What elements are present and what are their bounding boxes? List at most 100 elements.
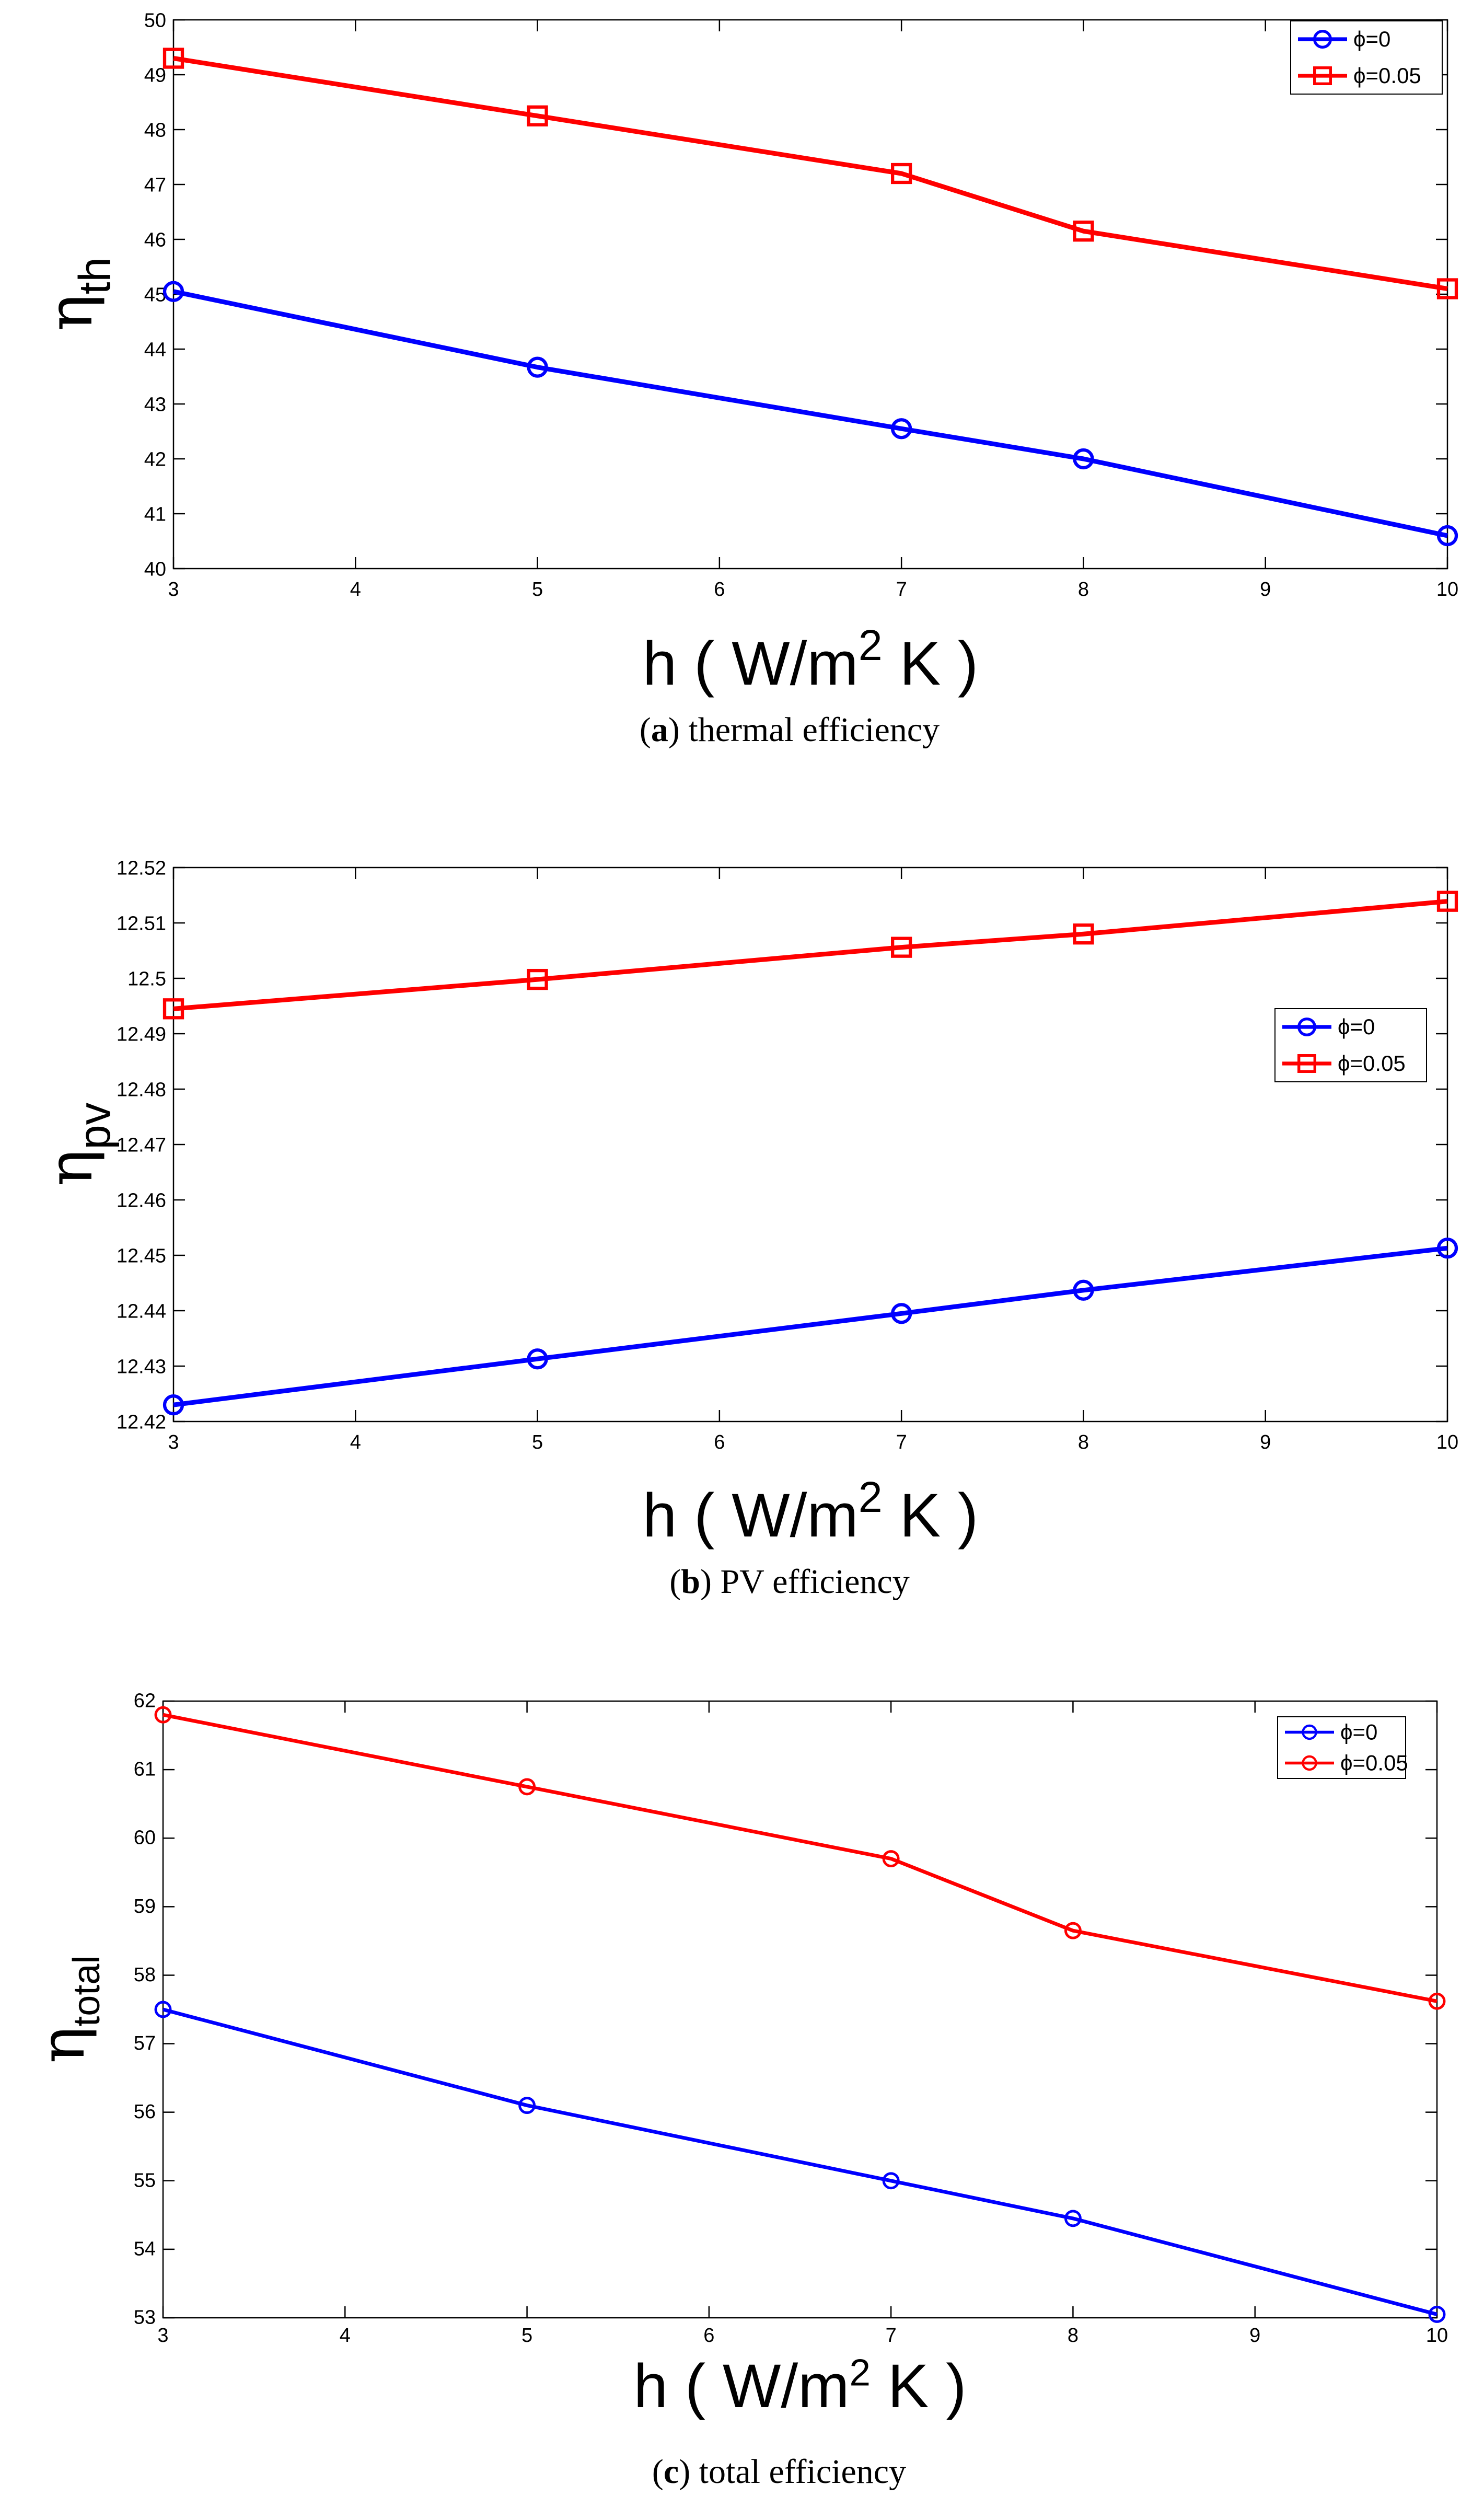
data-point (163, 48, 184, 69)
caption: (a) thermal efficiency (640, 711, 940, 749)
data-point (527, 105, 548, 126)
y-tick-label: 12.52 (117, 858, 166, 880)
x-axis-label-superscript: 2 (859, 621, 883, 669)
data-point (518, 2097, 536, 2114)
caption: (b) PV efficiency (669, 1563, 909, 1601)
y-tick-label: 62 (134, 1690, 156, 1712)
series-line-1 (173, 56, 1448, 291)
plot-area (172, 19, 1448, 570)
data-point (1436, 891, 1458, 912)
y-tick-label: 12.46 (117, 1190, 166, 1212)
x-axis-label-tail: K ) (871, 2352, 967, 2421)
x-tick-label: 7 (896, 579, 907, 600)
caption-letter: b (681, 1563, 700, 1601)
x-axis-label-main: h ( W/m (643, 629, 859, 698)
data-point (1064, 2210, 1082, 2227)
legend-marker (1313, 30, 1332, 49)
data-point (527, 968, 548, 990)
y-tick-label: 43 (144, 394, 166, 416)
legend: ϕ=0 ϕ=0.05 (1290, 20, 1443, 95)
legend-marker (1297, 1054, 1316, 1073)
x-tick-label: 5 (532, 1431, 543, 1453)
legend-marker (1302, 1724, 1317, 1740)
y-tick-label: 12.5 (127, 968, 166, 990)
caption-close-paren: ) (700, 1563, 720, 1601)
x-axis-label-superscript: 2 (859, 1473, 883, 1521)
y-tick-label: 59 (134, 1896, 156, 1917)
y-tick-label: 12.42 (117, 1412, 166, 1434)
y-axis-label: ηtotal (26, 1956, 108, 2064)
legend-marker (1302, 1755, 1317, 1771)
plot-area (172, 866, 1448, 1423)
x-tick-label: 5 (521, 2325, 532, 2347)
data-point (890, 937, 912, 958)
y-tick-label: 12.51 (117, 913, 166, 935)
y-tick-label: 12.43 (117, 1356, 166, 1378)
x-tick-label: 10 (1436, 1431, 1458, 1453)
data-point (890, 1303, 912, 1324)
caption-open-paren: ( (640, 711, 651, 749)
x-axis-label: h ( W/m2 K ) (643, 621, 978, 698)
x-tick-label: 6 (714, 1431, 725, 1453)
x-tick-label: 3 (157, 2325, 168, 2347)
x-tick-label: 10 (1436, 579, 1458, 600)
series-line-0 (163, 2007, 1437, 2316)
x-tick-label: 3 (168, 579, 179, 600)
series-line-1 (173, 899, 1448, 1011)
data-point (527, 1348, 548, 1370)
x-tick-label: 7 (896, 1431, 907, 1453)
plot-area (162, 1700, 1438, 2319)
x-tick-label: 6 (703, 2325, 714, 2347)
y-tick-label: 44 (144, 339, 166, 361)
x-axis-label-tail: K ) (883, 629, 979, 698)
x-axis-label-superscript: 2 (849, 2351, 871, 2394)
x-axis-label: h ( W/m2 K ) (643, 1473, 978, 1550)
y-tick-label: 49 (144, 65, 166, 87)
y-axis-label-symbol: η (34, 1150, 106, 1187)
caption-open-paren: ( (669, 1563, 681, 1601)
chart-a: 3 4 5 6 7 8 9 104041424344454647484950ϕ=0ϕ=0.05… (34, 10, 1458, 749)
data-point (1073, 448, 1094, 470)
legend-box (1277, 1716, 1406, 1779)
x-tick-label: 4 (350, 1431, 361, 1453)
series-line-0 (173, 289, 1448, 538)
caption-letter: a (651, 711, 668, 749)
x-tick-label: 4 (350, 579, 361, 600)
data-point (890, 163, 912, 184)
y-tick-label: 45 (144, 284, 166, 306)
data-point (163, 1394, 184, 1416)
y-axis-label-symbol: η (34, 294, 106, 331)
y-tick-label: 60 (134, 1827, 156, 1849)
y-tick-label: 57 (134, 2032, 156, 2054)
data-point (527, 356, 548, 378)
y-axis-label-symbol: η (26, 2027, 98, 2064)
x-tick-label: 4 (340, 2325, 351, 2347)
data-point (163, 281, 184, 302)
y-tick-label: 12.44 (117, 1301, 166, 1323)
x-tick-label: 9 (1260, 579, 1271, 600)
legend-marker (1297, 1017, 1316, 1036)
x-tick-label: 8 (1078, 1431, 1089, 1453)
x-tick-label: 9 (1249, 2325, 1260, 2347)
series-line-0 (173, 1245, 1448, 1407)
data-point (890, 418, 912, 440)
data-point (1073, 1279, 1094, 1301)
y-axis-label-subscript: th (70, 257, 120, 294)
x-tick-label: 7 (886, 2325, 897, 2347)
y-tick-label: 46 (144, 229, 166, 251)
chart-b: 3 4 5 6 7 8 9 10 12.42 12.43 12.44 12.45 12.46 12.47 1… (34, 858, 1458, 1601)
y-tick-label: 12.49 (117, 1024, 166, 1046)
caption: (c) total efficiency (652, 2453, 906, 2491)
y-tick-label: 53 (134, 2307, 156, 2329)
x-axis-label: h ( W/m2 K ) (633, 2351, 966, 2421)
data-point (1073, 923, 1094, 945)
caption-open-paren: ( (652, 2453, 664, 2491)
legend-label: ϕ=0 (1338, 1014, 1375, 1039)
y-tick-label: 58 (134, 1964, 156, 1986)
y-tick-label: 48 (144, 120, 166, 142)
y-tick-label: 12.48 (117, 1079, 166, 1101)
y-tick-label: 41 (144, 504, 166, 526)
x-tick-label: 3 (168, 1431, 179, 1453)
legend-label: ϕ=0.05 (1338, 1051, 1406, 1076)
legend-label: ϕ=0.05 (1353, 63, 1421, 88)
